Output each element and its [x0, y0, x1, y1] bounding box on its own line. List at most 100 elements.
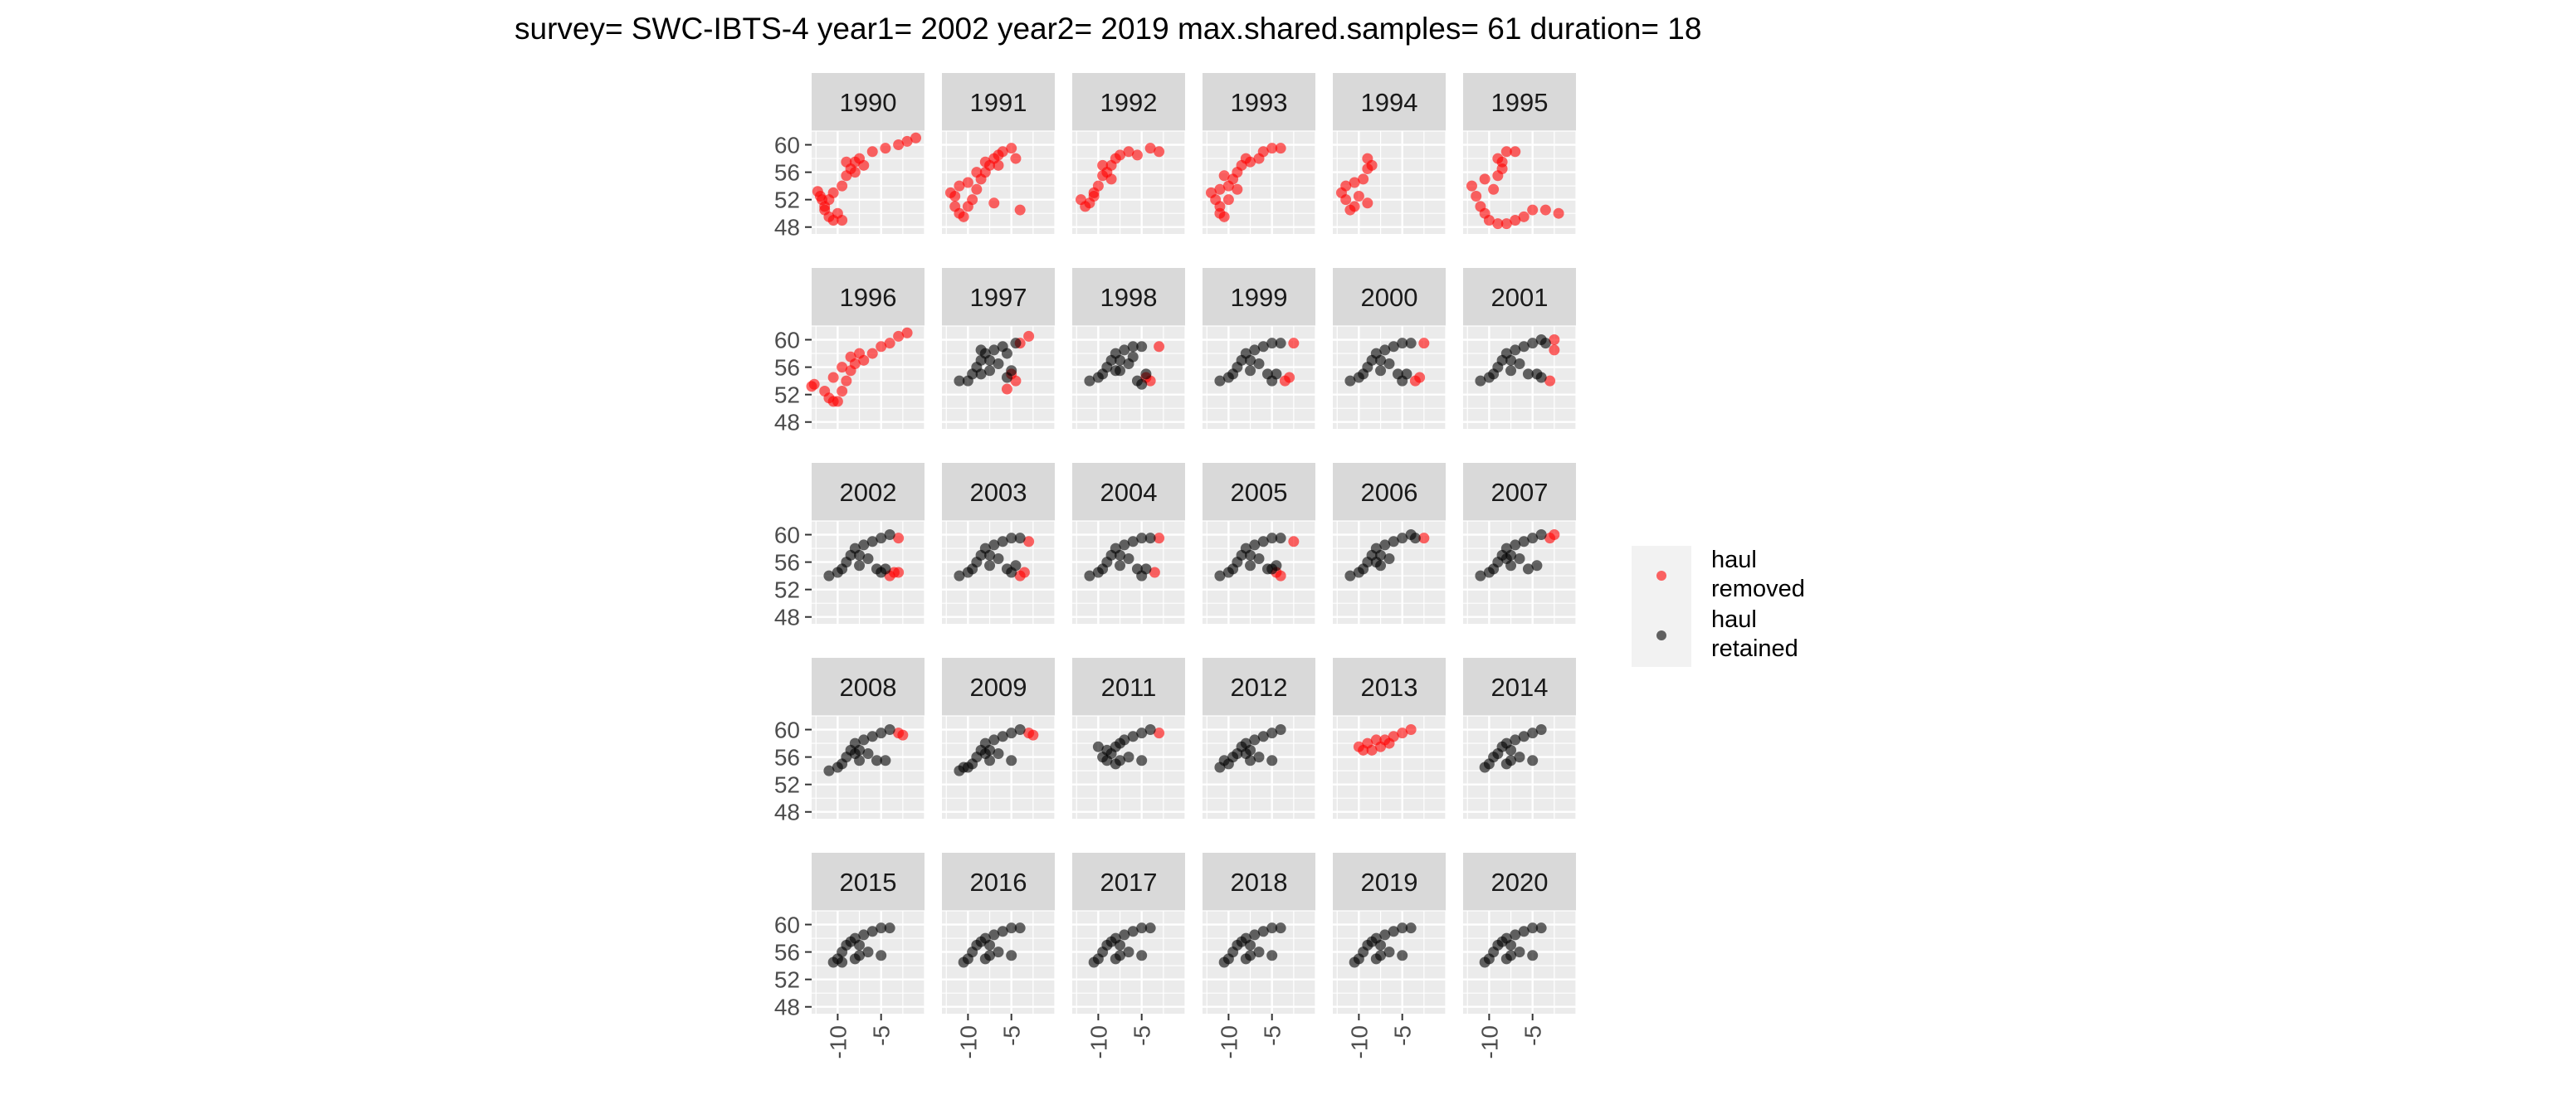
point-retained: [1006, 755, 1017, 766]
facet-strip: [1463, 73, 1576, 131]
point-retained: [1527, 755, 1539, 766]
facet-panel-1995: 1995: [1463, 73, 1577, 234]
facet-strip: [1463, 268, 1576, 326]
point-retained: [984, 354, 996, 366]
point-retained: [1249, 929, 1261, 941]
x-tick-label: -5: [1390, 1025, 1416, 1046]
point-removed: [962, 177, 973, 188]
point-retained: [876, 728, 887, 739]
point-retained: [1115, 354, 1126, 366]
point-retained: [1514, 552, 1525, 564]
point-retained: [993, 747, 1004, 759]
point-removed: [893, 567, 905, 578]
point-removed: [893, 330, 905, 342]
y-tick-label: 52: [774, 577, 800, 603]
facet-strip-label: 1991: [970, 88, 1027, 117]
point-removed: [837, 214, 848, 226]
facet-strip: [1072, 268, 1185, 326]
point-retained: [849, 747, 861, 759]
point-removed: [1222, 194, 1234, 206]
point-retained: [1275, 922, 1286, 934]
point-removed: [1539, 204, 1551, 216]
point-removed: [858, 354, 870, 366]
facet-strip: [1203, 463, 1315, 521]
point-retained: [1522, 563, 1534, 575]
y-tick-label: 52: [774, 967, 800, 993]
point-retained: [1127, 536, 1139, 548]
point-removed: [1288, 338, 1300, 349]
point-retained: [1006, 365, 1017, 377]
point-removed: [841, 375, 852, 387]
point-retained: [979, 747, 991, 759]
facet-strip-label: 2020: [1491, 868, 1549, 897]
point-removed: [993, 159, 1004, 171]
point-retained: [1218, 755, 1230, 766]
point-removed: [1027, 729, 1039, 741]
point-removed: [866, 348, 878, 359]
facet-strip-label: 1992: [1100, 88, 1158, 117]
point-retained: [1375, 939, 1387, 951]
facet-strip-label: 2001: [1491, 283, 1549, 312]
point-retained: [876, 922, 887, 934]
facet-strip: [1333, 463, 1446, 521]
point-retained: [880, 755, 891, 766]
point-retained: [1275, 533, 1286, 544]
point-retained: [1123, 947, 1134, 958]
point-retained: [1266, 755, 1278, 766]
point-retained: [1092, 741, 1104, 752]
point-removed: [1349, 177, 1360, 188]
point-removed: [1418, 533, 1430, 544]
facet-strip-label: 1995: [1491, 88, 1549, 117]
facet-strip-label: 2016: [970, 868, 1027, 897]
point-retained: [880, 563, 891, 575]
point-removed: [1362, 197, 1373, 209]
point-removed: [1123, 146, 1134, 158]
point-retained: [988, 344, 1000, 356]
facet-panel-2001: 2001: [1463, 268, 1577, 429]
y-tick-label: 56: [774, 160, 800, 186]
facet-strip-label: 1998: [1100, 283, 1158, 312]
point-retained: [1379, 539, 1391, 551]
facet-strip-label: 2015: [840, 868, 897, 897]
point-removed: [876, 341, 887, 353]
facet-strip: [1333, 268, 1446, 326]
point-removed: [1105, 173, 1117, 185]
point-retained: [858, 929, 870, 941]
point-removed: [949, 191, 961, 202]
point-retained: [1539, 338, 1551, 349]
point-retained: [1136, 950, 1148, 961]
facet-strip-label: 1997: [970, 283, 1027, 312]
facet-strip: [942, 463, 1055, 521]
point-retained: [1253, 947, 1265, 958]
point-retained: [975, 344, 987, 356]
panel-background: [1072, 716, 1185, 819]
facet-strip-label: 2005: [1231, 478, 1288, 507]
y-tick-label: 52: [774, 187, 800, 213]
point-removed: [1362, 153, 1373, 164]
point-retained: [1266, 728, 1278, 739]
x-tick-label: -10: [1476, 1025, 1502, 1058]
point-removed: [1358, 173, 1369, 185]
point-retained: [1001, 348, 1012, 359]
point-retained: [1397, 533, 1408, 544]
y-tick-label: 52: [774, 382, 800, 408]
point-retained: [1245, 365, 1256, 377]
point-retained: [997, 536, 1008, 548]
legend-label-removed: haul removed: [1711, 546, 1827, 604]
point-retained: [1514, 752, 1525, 763]
point-removed: [971, 167, 983, 178]
facet-strip-label: 1990: [840, 88, 897, 117]
point-retained: [1375, 365, 1387, 377]
point-retained: [1110, 758, 1121, 770]
point-retained: [1110, 365, 1121, 377]
point-removed: [1527, 204, 1539, 216]
point-retained: [1510, 734, 1521, 746]
facet-strip-label: 2009: [970, 673, 1027, 702]
point-retained: [1136, 341, 1148, 353]
point-removed: [1214, 183, 1226, 195]
point-retained: [1257, 926, 1269, 937]
point-retained: [1271, 560, 1282, 572]
point-retained: [1522, 368, 1534, 380]
